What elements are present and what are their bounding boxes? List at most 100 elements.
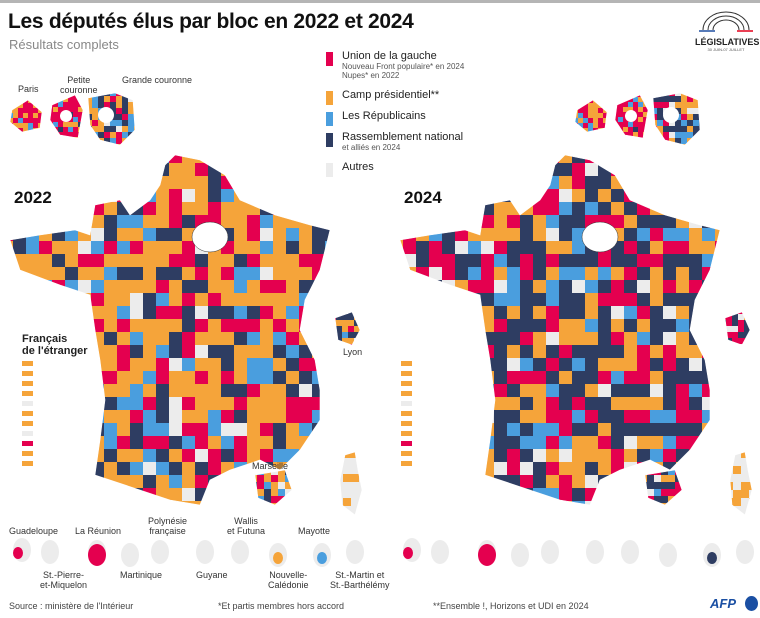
- map-grande-couronne-2022: [88, 93, 135, 145]
- constituency-gauche: [18, 108, 24, 114]
- constituency-gauche: [221, 371, 235, 385]
- constituency-presidentiel: [416, 228, 430, 242]
- constituency-gauche: [312, 462, 326, 476]
- constituency-presidentiel: [400, 215, 404, 229]
- constituency-presidentiel: [247, 241, 261, 255]
- constituency-rn: [156, 397, 170, 411]
- constituency-autres: [299, 384, 313, 398]
- constituency-gauche: [442, 306, 456, 320]
- constituency-gauche: [738, 312, 745, 315]
- constituency-republicains: [130, 215, 144, 229]
- constituency-gauche: [169, 189, 183, 203]
- constituency-presidentiel: [104, 462, 118, 476]
- constituency-presidentiel: [13, 163, 27, 177]
- constituency-gauche: [312, 155, 326, 164]
- constituency-presidentiel: [117, 423, 131, 437]
- constituency-presidentiel: [608, 118, 614, 124]
- constituency-rn: [693, 126, 700, 133]
- constituency-rn: [91, 475, 105, 489]
- constituency-gauche: [78, 358, 92, 372]
- legend-label: Rassemblement national: [342, 131, 464, 143]
- constituency-republicains: [299, 501, 313, 505]
- constituency-presidentiel: [687, 114, 694, 121]
- constituency-gauche: [43, 128, 49, 134]
- constituency-rn: [416, 306, 430, 320]
- constituency-gauche: [608, 113, 614, 119]
- constituency-rn: [130, 488, 144, 502]
- constituency-rn: [169, 228, 183, 242]
- constituency-rn: [429, 306, 443, 320]
- constituency-gauche: [663, 280, 677, 294]
- constituency-republicains: [110, 93, 117, 97]
- constituency-rn: [715, 280, 720, 294]
- constituency-republicains: [429, 358, 443, 372]
- constituency-presidentiel: [338, 163, 352, 177]
- constituency-autres: [689, 358, 703, 372]
- constituency-rn: [744, 344, 750, 345]
- constituency-presidentiel: [221, 202, 235, 216]
- constituency-republicains: [134, 93, 135, 97]
- constituency-gauche: [583, 108, 589, 114]
- constituency-rn: [681, 126, 688, 133]
- constituency-rn: [455, 267, 469, 281]
- constituency-gauche: [299, 410, 313, 424]
- constituency-gauche: [299, 397, 313, 411]
- constituency-rn: [669, 96, 676, 103]
- constituency-republicains: [546, 384, 560, 398]
- constituency-gauche: [260, 423, 274, 437]
- constituency-republicains: [663, 228, 677, 242]
- constituency-presidentiel: [354, 326, 360, 333]
- constituency-rn: [654, 503, 662, 505]
- constituency-rn: [455, 501, 469, 505]
- constituency-rn: [312, 228, 326, 242]
- constituency-presidentiel: [593, 103, 599, 109]
- constituency-gauche: [53, 117, 59, 123]
- constituency-gauche: [312, 397, 326, 411]
- constituency-rn: [702, 501, 716, 505]
- constituency-rn: [403, 293, 417, 307]
- constituency-rn: [13, 488, 27, 502]
- constituency-gauche: [208, 462, 222, 476]
- map-grande-couronne-2024: [653, 93, 700, 145]
- constituency-gauche: [312, 267, 326, 281]
- constituency-rn: [663, 215, 677, 229]
- constituency-presidentiel: [273, 397, 287, 411]
- constituency-presidentiel: [104, 176, 118, 190]
- constituency-presidentiel: [533, 397, 547, 411]
- constituency-presidentiel: [588, 108, 594, 114]
- constituency-gauche: [663, 358, 677, 372]
- constituency-gauche: [603, 113, 607, 119]
- constituency-republicains: [65, 449, 79, 463]
- constituency-presidentiel: [260, 436, 274, 450]
- constituency-presidentiel: [598, 423, 612, 437]
- constituency-republicains: [10, 128, 14, 132]
- constituency-presidentiel: [104, 410, 118, 424]
- constituency-republicains: [299, 423, 313, 437]
- constituency-rn: [699, 96, 700, 103]
- constituency-presidentiel: [533, 215, 547, 229]
- constituency-autres: [130, 293, 144, 307]
- constituency-rn: [663, 267, 677, 281]
- constituency-republicains: [608, 98, 614, 104]
- constituency-presidentiel: [182, 176, 196, 190]
- constituency-presidentiel: [533, 306, 547, 320]
- constituency-republicains: [143, 410, 157, 424]
- constituency-rn: [637, 293, 651, 307]
- overseas-territory: [41, 540, 59, 564]
- constituency-presidentiel: [624, 176, 638, 190]
- constituency-rn: [559, 254, 573, 268]
- constituency-presidentiel: [645, 475, 648, 483]
- constituency-rn: [10, 280, 14, 294]
- constituency-gauche: [559, 345, 573, 359]
- constituency-rn: [715, 254, 720, 268]
- constituency-presidentiel: [325, 475, 330, 489]
- constituency-gauche: [73, 127, 79, 133]
- constituency-presidentiel: [260, 163, 274, 177]
- constituency-presidentiel: [104, 345, 118, 359]
- constituency-gauche: [50, 122, 54, 128]
- constituency-gauche: [507, 449, 521, 463]
- constituency-rn: [715, 488, 720, 502]
- constituency-presidentiel: [650, 345, 664, 359]
- constituency-presidentiel: [286, 319, 300, 333]
- constituency-rn: [182, 306, 196, 320]
